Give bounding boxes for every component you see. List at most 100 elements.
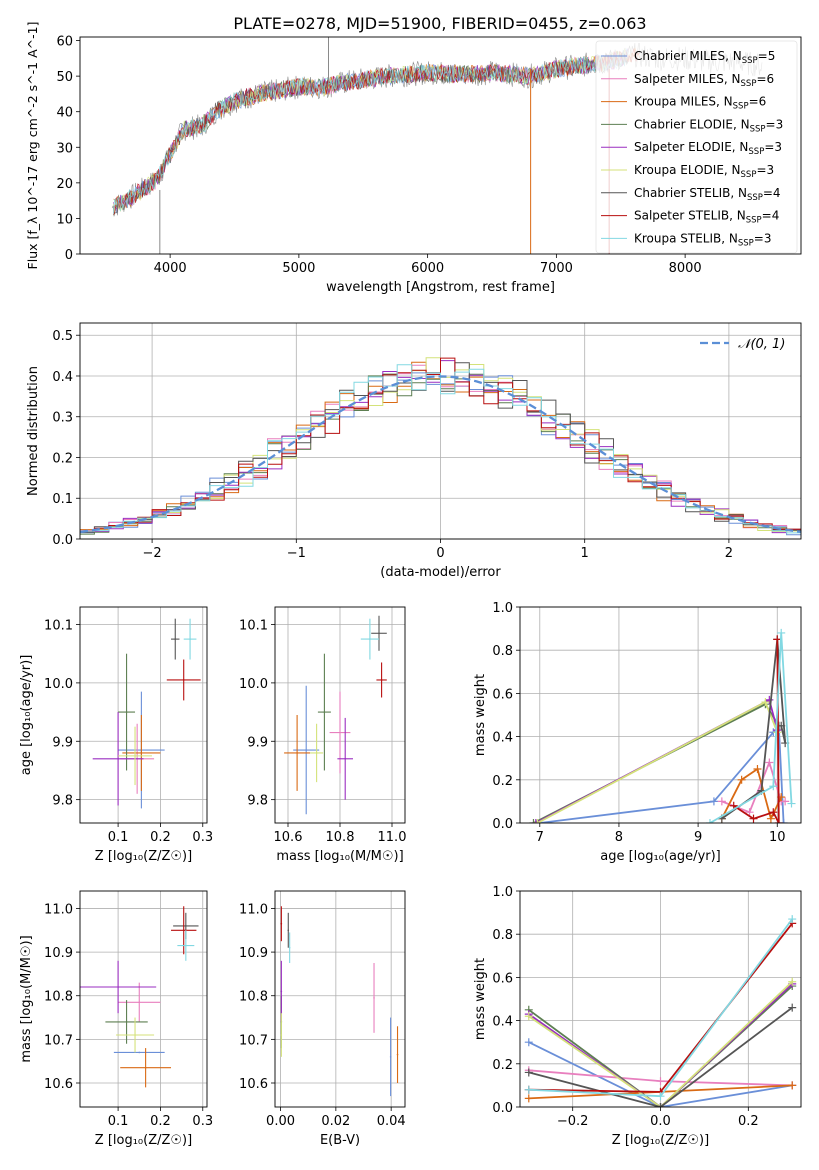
mass-weight-marker bbox=[709, 797, 718, 806]
y-tick-label: 1.0 bbox=[492, 885, 513, 900]
y-tick-label: 0.0 bbox=[492, 1101, 513, 1116]
axes-frame bbox=[519, 606, 802, 824]
data-point bbox=[339, 731, 341, 734]
mass-weight-marker bbox=[761, 698, 770, 707]
x-tick-label: 8000 bbox=[669, 261, 702, 276]
data-point bbox=[125, 1021, 128, 1023]
y-tick-label: 0.0 bbox=[52, 533, 73, 548]
mass-weight-marker bbox=[524, 1012, 533, 1021]
y-tick-label: 40 bbox=[56, 106, 73, 121]
data-point bbox=[288, 946, 291, 949]
legend-entry-main: Salpeter ELODIE, N bbox=[634, 140, 748, 154]
plot-area bbox=[529, 628, 796, 823]
y-tick-label: 0.1 bbox=[52, 492, 73, 507]
legend-entry-sub: SSP bbox=[742, 56, 758, 66]
legend-entry-main: Chabrier STELIB, N bbox=[634, 186, 747, 200]
mass-weight-marker bbox=[533, 819, 542, 823]
legend-entry-sub: SSP bbox=[738, 238, 754, 248]
data-point bbox=[174, 638, 177, 640]
data-point bbox=[315, 752, 318, 754]
mass-weight-marker bbox=[765, 758, 774, 767]
mass-weight-line bbox=[528, 983, 793, 1107]
x-tick-label: 2 bbox=[725, 546, 733, 561]
mass-weight-marker bbox=[788, 977, 797, 986]
x-axis-label: Z [log₁₀(Z/Z☉)] bbox=[612, 1133, 709, 1148]
x-tick-label: 10 bbox=[769, 830, 786, 845]
mass-weight-line bbox=[528, 1006, 793, 1107]
axes-frame bbox=[79, 606, 208, 824]
legend-entry: Chabrier MILES, NSSP=5 bbox=[634, 49, 775, 66]
y-tick-label: 0.8 bbox=[492, 928, 513, 943]
panel-mass_weight_vs_Z: −0.2 0.0 0.2 0.0 0.2 0.4 0.6 0.8 1.0 Z [log₁₀(Z/Z… bbox=[473, 885, 802, 1148]
figure-title: PLATE=0278, MJD=51900, FIBERID=0455, z=0… bbox=[233, 14, 646, 33]
y-tick-label: 10.8 bbox=[239, 990, 268, 1005]
mass-weight-line bbox=[709, 632, 793, 823]
y-tick-label: 30 bbox=[56, 141, 73, 156]
y-tick-label: 10 bbox=[56, 212, 73, 227]
legend-entry-sub: SSP bbox=[746, 216, 762, 226]
mass-weight-marker bbox=[788, 915, 797, 924]
y-tick-label: 0.6 bbox=[492, 971, 513, 986]
x-tick-label: 11.0 bbox=[378, 830, 407, 845]
legend-entry-main: Chabrier ELODIE, N bbox=[634, 117, 750, 131]
legend-entry: Salpeter STELIB, NSSP=4 bbox=[634, 209, 779, 226]
y-tick-label: 0 bbox=[65, 248, 73, 263]
legend-entry-main: Salpeter MILES, N bbox=[634, 72, 741, 86]
normal-curve bbox=[80, 375, 801, 534]
y-tick-label: 0.4 bbox=[52, 370, 73, 385]
panel-age_vs_Z: 0.1 0.2 0.3 9.8 9.9 10.0 10.1 Z [log₁₀(Z/Z☉)] ag… bbox=[19, 606, 213, 864]
panel-residuals: −2 −1 0 1 2 0.0 0.1 0.2 0.3 0.4 0.5 (data-model)/er… bbox=[26, 322, 802, 580]
x-tick-label: 8 bbox=[615, 830, 623, 845]
y-tick-label: 50 bbox=[56, 70, 73, 85]
legend-entry-tail: =4 bbox=[762, 209, 780, 223]
legend-entry: 𝒩(0, 1) bbox=[738, 337, 785, 352]
y-tick-label: 10.1 bbox=[239, 619, 268, 634]
y-tick-label: 11.0 bbox=[239, 902, 268, 917]
mass-weight-line bbox=[539, 723, 785, 823]
mass-weight-marker bbox=[531, 819, 540, 823]
y-tick-label: 1.0 bbox=[492, 601, 513, 616]
x-tick-label: 0.3 bbox=[192, 1114, 213, 1129]
mass-weight-line bbox=[528, 981, 793, 1107]
y-tick-label: 10.6 bbox=[44, 1077, 73, 1092]
legend-frame bbox=[595, 40, 798, 254]
y-tick-label: 10.1 bbox=[44, 619, 73, 634]
mass-weight-marker bbox=[524, 1038, 533, 1047]
y-tick-label: 0.2 bbox=[492, 1058, 513, 1073]
data-point bbox=[185, 944, 187, 947]
x-tick-label: 7000 bbox=[540, 261, 573, 276]
plot-area bbox=[284, 615, 387, 815]
x-tick-label: 0.00 bbox=[266, 1114, 295, 1129]
y-tick-label: 0.2 bbox=[52, 451, 73, 466]
x-tick-label: 0 bbox=[436, 546, 444, 561]
x-tick-label: 7 bbox=[536, 830, 544, 845]
data-point bbox=[380, 679, 383, 681]
legend-entry: Kroupa STELIB, NSSP=3 bbox=[634, 231, 772, 248]
model-spectrum-line bbox=[113, 52, 629, 214]
y-tick-label: 0.4 bbox=[492, 1015, 513, 1030]
residual-histogram bbox=[80, 364, 801, 534]
y-tick-label: 10.7 bbox=[44, 1033, 73, 1048]
data-point bbox=[134, 755, 136, 757]
legend-entry-sub: SSP bbox=[741, 79, 757, 89]
data-point bbox=[287, 929, 290, 932]
y-tick-label: 0.5 bbox=[52, 329, 73, 344]
mass-weight-marker bbox=[749, 814, 758, 823]
data-point bbox=[396, 1053, 399, 1056]
plot-area bbox=[524, 915, 797, 1107]
mass-weight-marker bbox=[737, 775, 746, 784]
mass-weight-marker bbox=[529, 819, 538, 823]
mass-weight-marker bbox=[788, 1003, 797, 1012]
legend-entry-sub: SSP bbox=[747, 193, 763, 203]
data-point bbox=[373, 997, 375, 999]
mass-weight-marker bbox=[773, 635, 782, 644]
legend-entry: Salpeter ELODIE, NSSP=3 bbox=[634, 140, 782, 157]
data-point bbox=[185, 925, 187, 927]
x-axis-label: E(B-V) bbox=[320, 1133, 360, 1148]
panel-mass_vs_Z: 0.1 0.2 0.3 10.6 10.7 10.8 10.9 11.0 Z [log₁₀(Z/… bbox=[19, 890, 213, 1148]
mass-weight-marker bbox=[524, 1094, 533, 1103]
data-point bbox=[117, 986, 119, 988]
x-tick-label: 0.1 bbox=[108, 1114, 129, 1129]
x-axis-label: (data-model)/error bbox=[380, 565, 501, 580]
x-tick-label: 5000 bbox=[282, 261, 315, 276]
